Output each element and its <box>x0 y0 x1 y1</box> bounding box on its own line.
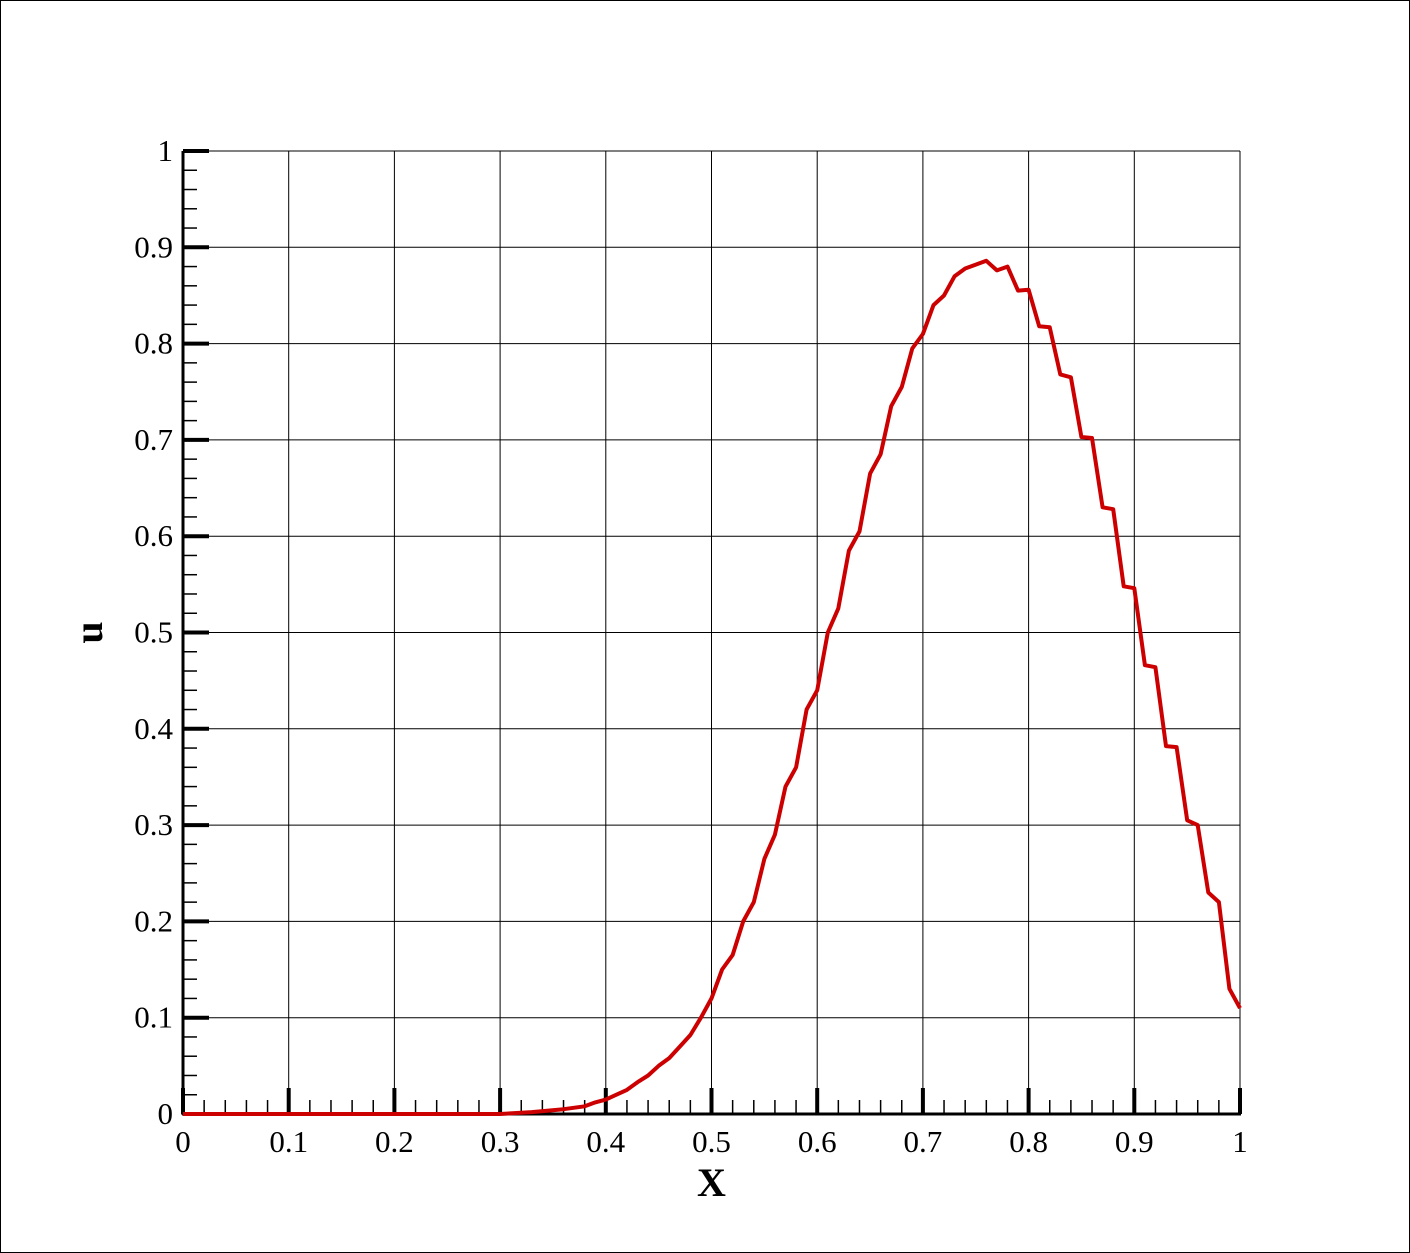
y-tick-label: 0 <box>158 1096 174 1131</box>
y-tick-label: 0.2 <box>134 903 173 938</box>
x-tick-label: 0.8 <box>1009 1124 1048 1159</box>
x-axis-title: X <box>697 1160 726 1205</box>
series-line <box>183 258 1242 1116</box>
x-tick-label: 1 <box>1232 1124 1248 1159</box>
y-tick-label: 0.4 <box>134 711 173 746</box>
minor-ticks <box>183 169 1220 1114</box>
y-tick-label: 0.9 <box>134 229 173 264</box>
x-tick-label: 0.5 <box>692 1124 731 1159</box>
y-tick-label: 0.8 <box>134 326 173 361</box>
y-axis-title: u <box>66 621 111 643</box>
x-tick-label: 0.9 <box>1115 1124 1154 1159</box>
x-tick-label: 0 <box>175 1124 191 1159</box>
x-tick-label: 0.2 <box>375 1124 414 1159</box>
x-tick-label: 0.4 <box>586 1124 625 1159</box>
y-tick-label: 0.7 <box>134 422 173 457</box>
x-tick-labels: 0 0.1 0.2 0.3 0.4 0.5 0.6 0.7 0.8 0.9 1 <box>175 1124 1248 1159</box>
y-tick-labels: 0 0.1 0.2 0.3 0.4 0.5 0.6 0.7 0.8 0.9 1 <box>134 133 173 1131</box>
y-tick-label: 0.6 <box>134 518 173 553</box>
x-tick-label: 0.3 <box>481 1124 520 1159</box>
y-tick-label: 0.5 <box>134 615 173 650</box>
x-tick-label: 0.1 <box>269 1124 308 1159</box>
x-tick-label: 0.6 <box>798 1124 837 1159</box>
series-group <box>183 258 1242 1116</box>
y-tick-label: 0.1 <box>134 1000 173 1035</box>
y-tick-label: 1 <box>158 133 174 168</box>
y-tick-label: 0.3 <box>134 807 173 842</box>
x-tick-label: 0.7 <box>904 1124 943 1159</box>
grid-lines <box>183 150 1241 1114</box>
